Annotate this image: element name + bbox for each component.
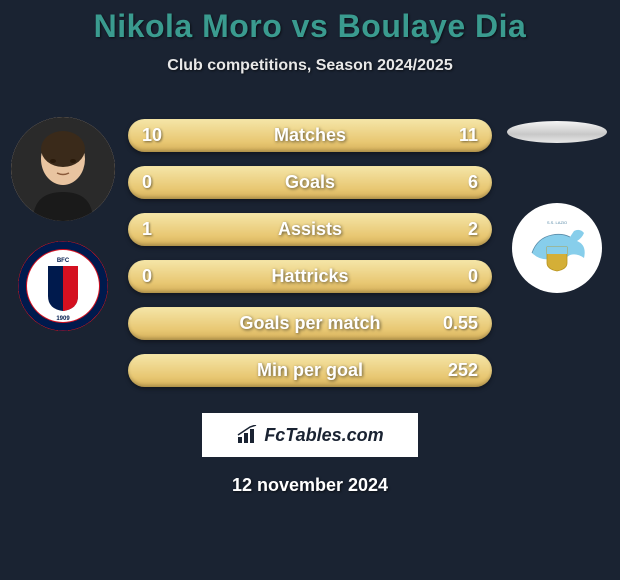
stat-right-value: 11: [459, 125, 478, 146]
stat-left-value: 0: [142, 266, 152, 287]
brand-badge: FcTables.com: [202, 413, 418, 457]
stat-left-value: 0: [142, 172, 152, 193]
brand-text: FcTables.com: [264, 425, 383, 446]
svg-text:1909: 1909: [56, 316, 70, 322]
comparison-infographic: Nikola Moro vs Boulaye Dia Club competit…: [0, 0, 620, 580]
left-player-avatar: [11, 117, 115, 221]
lazio-crest-icon: S.S. LAZIO: [512, 203, 602, 293]
right-player-placeholder: [507, 121, 607, 143]
left-club-badge: BFC 1909: [18, 241, 108, 331]
right-column: S.S. LAZIO: [502, 117, 612, 293]
stat-bar: Goals per match 0.55: [128, 307, 492, 340]
stat-label: Hattricks: [271, 266, 348, 287]
subtitle: Club competitions, Season 2024/2025: [167, 57, 452, 75]
stat-label: Goals per match: [239, 313, 380, 334]
svg-text:S.S. LAZIO: S.S. LAZIO: [547, 220, 567, 225]
stat-bar: 0 Hattricks 0: [128, 260, 492, 293]
stat-label: Goals: [285, 172, 335, 193]
stat-right-value: 2: [468, 219, 478, 240]
stat-label: Matches: [274, 125, 346, 146]
date-text: 12 november 2024: [232, 475, 388, 496]
stat-left-value: 1: [142, 219, 152, 240]
svg-text:BFC: BFC: [57, 258, 70, 264]
stat-left-value: 10: [142, 125, 162, 146]
content-row: BFC 1909 10 Matches 11 0 Goals 6 1 Assis…: [0, 117, 620, 387]
stat-bars: 10 Matches 11 0 Goals 6 1 Assists 2 0 Ha…: [118, 119, 502, 387]
stat-label: Assists: [278, 219, 342, 240]
stat-right-value: 252: [448, 360, 478, 381]
page-title: Nikola Moro vs Boulaye Dia: [94, 8, 527, 45]
stat-right-value: 0.55: [443, 313, 478, 334]
stat-right-value: 0: [468, 266, 478, 287]
stat-bar: Min per goal 252: [128, 354, 492, 387]
chart-icon: [236, 425, 260, 445]
left-column: BFC 1909: [8, 117, 118, 331]
right-club-badge: S.S. LAZIO: [512, 203, 602, 293]
player-silhouette-icon: [11, 117, 115, 221]
stat-bar: 1 Assists 2: [128, 213, 492, 246]
stat-bar: 0 Goals 6: [128, 166, 492, 199]
stat-bar: 10 Matches 11: [128, 119, 492, 152]
bologna-crest-icon: BFC 1909: [18, 241, 108, 331]
stat-label: Min per goal: [257, 360, 363, 381]
stat-right-value: 6: [468, 172, 478, 193]
